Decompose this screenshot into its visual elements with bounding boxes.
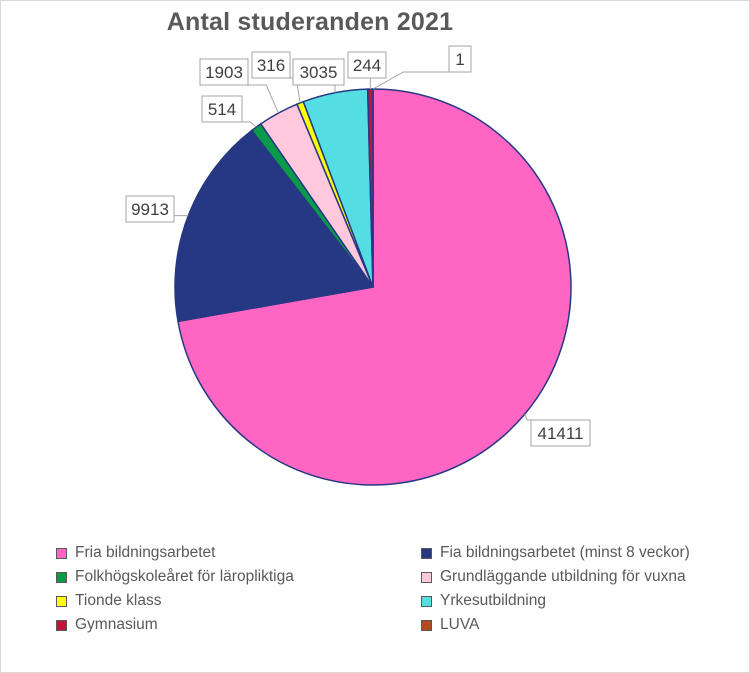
legend-item-gymnasium: Gymnasium	[56, 616, 158, 634]
data-label-box	[347, 51, 387, 79]
legend-swatch	[421, 619, 432, 631]
data-label: 514	[208, 100, 236, 119]
data-label-box	[201, 95, 243, 123]
legend-swatch	[421, 571, 432, 583]
data-label: 1	[455, 50, 464, 69]
chart-title: Antal studeranden 2021	[166, 8, 454, 36]
legend-swatch	[56, 547, 67, 559]
data-label-box	[448, 45, 472, 73]
leader-line	[242, 121, 257, 128]
leader-line	[524, 414, 531, 421]
legend-label: Tionde klass	[75, 592, 162, 609]
legend-item-fria-bildningsarbetet: Fria bildningsarbetet	[56, 544, 215, 562]
legend-item-grundlaggande-utbildning-for-vuxna: Grundläggande utbildning för vuxna	[421, 568, 686, 586]
leader-line	[248, 84, 279, 114]
legend-item-luva: LUVA	[421, 616, 479, 634]
legend-item-tionde-klass: Tionde klass	[56, 592, 161, 610]
legend-item-fia-bildningsarbetet-minst-8-veckor: Fia bildningsarbetet (minst 8 veckor)	[421, 544, 690, 562]
legend-swatch	[421, 595, 432, 607]
legend-label: Fria bildningsarbetet	[75, 544, 216, 561]
data-label-box	[292, 58, 345, 86]
data-label-box	[251, 51, 291, 79]
legend-swatch	[421, 547, 432, 559]
data-label-box	[199, 58, 249, 86]
pie-chart: 41411 9913 514 1903 316 3035 244 1	[125, 45, 591, 486]
legend-swatch	[56, 595, 67, 607]
data-label: 1903	[205, 63, 243, 82]
data-label: 9913	[131, 200, 169, 219]
legend-item-yrkesutbildning: Yrkesutbildning	[421, 592, 546, 610]
legend-label: Yrkesutbildning	[440, 592, 546, 609]
data-label-box	[125, 195, 175, 223]
legend-label: Grundläggande utbildning för vuxna	[440, 568, 686, 585]
data-label: 316	[257, 56, 285, 75]
legend-label: Fia bildningsarbetet (minst 8 veckor)	[440, 544, 690, 561]
legend-item-folkhogskolearet-for-laropliktiga: Folkhögskoleåret för läropliktiga	[56, 568, 294, 586]
pie-slice-fria-bildningsarbetet	[177, 88, 572, 486]
legend-label: LUVA	[440, 616, 480, 633]
data-label: 244	[353, 56, 381, 75]
pie-slice-fia-bildningsarbetet-minst-8-veckor	[174, 129, 375, 323]
leader-line	[372, 71, 449, 90]
legend-swatch	[56, 571, 67, 583]
data-label: 41411	[537, 424, 583, 443]
data-label: 3035	[300, 63, 338, 82]
legend-label: Gymnasium	[75, 616, 158, 633]
legend-label: Folkhögskoleåret för läropliktiga	[75, 568, 294, 585]
legend-swatch	[56, 619, 67, 631]
data-label-box	[530, 419, 591, 447]
